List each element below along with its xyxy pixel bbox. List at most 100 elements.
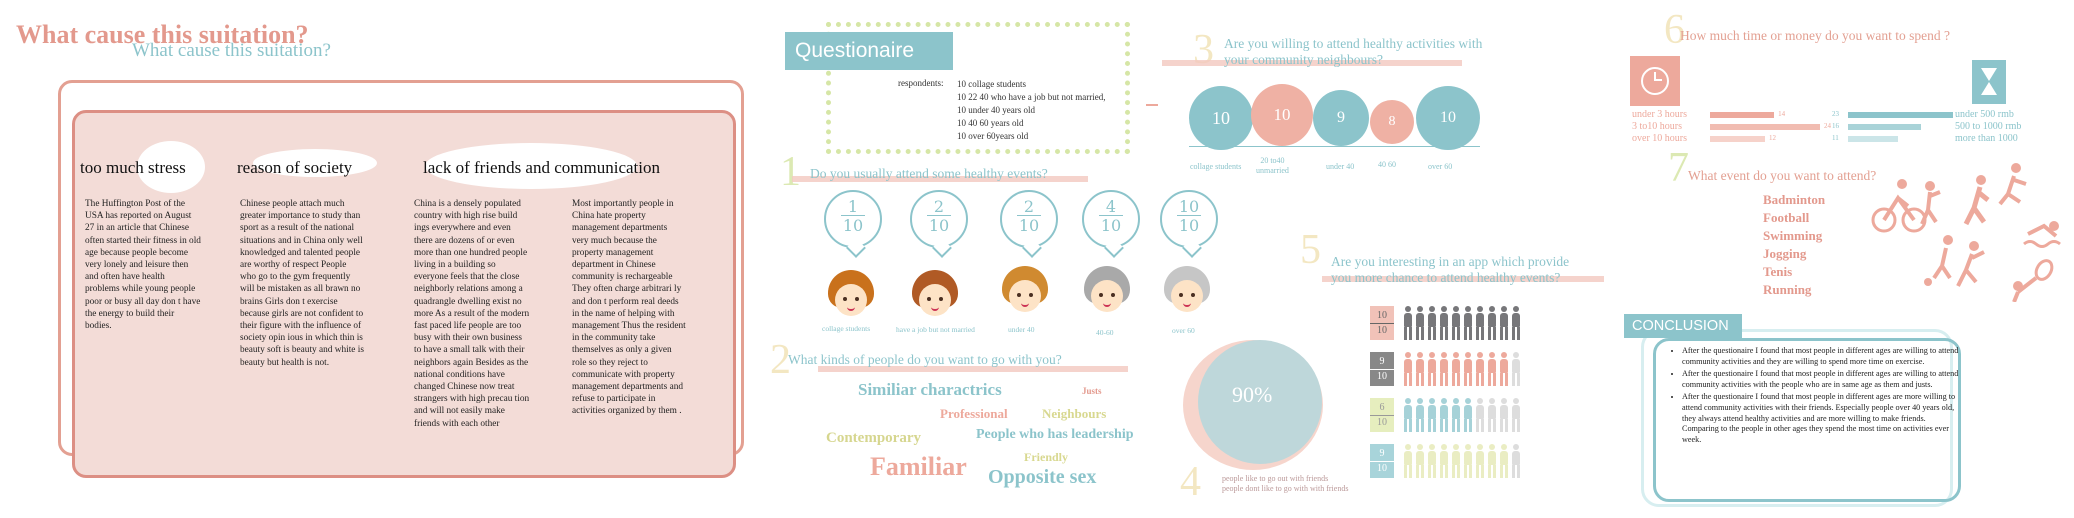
worker-face-icon <box>912 270 958 322</box>
football-icon <box>1924 235 1953 286</box>
fraction-numerator: 10 <box>1177 197 1201 216</box>
fraction-denominator: 10 <box>1018 216 1040 235</box>
middle-aged-face-icon <box>1084 266 1130 318</box>
event-item: Swimming <box>1763 228 1823 243</box>
word-cloud-item: Justs <box>1082 386 1102 396</box>
person-icon <box>1428 306 1436 340</box>
word-cloud-item: Contemporary <box>826 430 921 446</box>
fraction-badge: 10 10 <box>1370 306 1394 340</box>
person-icon <box>1428 398 1436 432</box>
question-3-text: Are you willing to attend healthy activi… <box>1224 36 1482 68</box>
person-icon <box>1464 352 1472 386</box>
fraction-numerator: 2 <box>1017 199 1041 216</box>
person-icon <box>1512 398 1520 432</box>
person-icon <box>1440 306 1448 340</box>
person-icon <box>1488 352 1496 386</box>
highlight-bar <box>1162 60 1462 66</box>
person-icon <box>1488 306 1496 340</box>
fraction-denominator: 10 <box>1377 417 1387 428</box>
person-icon <box>1416 306 1424 340</box>
person-icon <box>1428 352 1436 386</box>
person-icon <box>1476 398 1484 432</box>
event-item: Running <box>1763 282 1812 297</box>
time-bar <box>1710 124 1820 130</box>
event-item: Tenis <box>1763 264 1793 279</box>
list-item: 10 collage students <box>957 79 1026 89</box>
event-item: Badminton <box>1763 192 1826 207</box>
person-icon <box>1404 306 1412 340</box>
person-icon <box>1476 306 1484 340</box>
question-2-text: What kinds of people do you want to go w… <box>788 352 1062 367</box>
money-label: more than 1000 <box>1955 133 2018 144</box>
fraction-bubble: 2 10 <box>1000 190 1058 248</box>
conclusion-title: CONCLUSION <box>1624 314 1742 338</box>
word-cloud-item: Similiar charactrics <box>858 380 1002 399</box>
word-cloud-item: Professional <box>940 406 1008 421</box>
swimming-icon <box>2023 221 2061 248</box>
money-value: 11 <box>1832 134 1839 142</box>
conclusion-outer-frame <box>1641 329 1953 507</box>
fraction-numerator: 4 <box>1099 199 1123 216</box>
person-icon <box>1512 306 1520 340</box>
respondents-list: 10 collage students 10 22 40 who have a … <box>957 78 1105 143</box>
circle-label: under 40 <box>1326 162 1355 171</box>
time-value: 24 <box>1824 122 1831 130</box>
question-5-text: Are you interesting in an app which prov… <box>1331 254 1569 286</box>
fraction-denominator: 10 <box>1377 371 1387 382</box>
person-icon <box>1452 398 1460 432</box>
person-icon <box>1428 444 1436 478</box>
person-icon <box>1488 398 1496 432</box>
face-label: collage students <box>822 324 871 333</box>
circle-label: collage students <box>1190 162 1242 171</box>
list-item: 10 40 60 years old <box>957 118 1024 128</box>
word-cloud-item: Opposite sex <box>988 466 1097 488</box>
time-label: over 10 hours <box>1632 133 1687 144</box>
student-face-icon <box>828 270 874 322</box>
question-number: 5 <box>1300 227 1321 273</box>
heading-too-much-stress: too much stress <box>80 158 186 177</box>
person-icon <box>1452 352 1460 386</box>
person-icon <box>1464 444 1472 478</box>
person-icon <box>1404 352 1412 386</box>
question-3-line-1: Are you willing to attend healthy activi… <box>1224 36 1483 51</box>
panel-title: What cause this suitation? <box>16 20 309 49</box>
badminton-icon <box>1956 241 1985 287</box>
fraction-numerator: 9 <box>1370 355 1394 370</box>
fraction-badge: 9 10 <box>1370 352 1394 386</box>
person-icon <box>1440 444 1448 478</box>
question-6-text: How much time or money do you want to sp… <box>1680 28 1950 43</box>
fraction-bubble: 2 10 <box>910 190 968 248</box>
money-value: 23 <box>1832 110 1839 118</box>
time-label: 3 to10 hours <box>1632 121 1682 132</box>
decorative-blob <box>253 149 377 177</box>
young-face-icon <box>1002 266 1048 318</box>
heading-reason-of-society: reason of society <box>237 158 353 177</box>
question-5-line-1: Are you interesting in an app which prov… <box>1331 254 1570 269</box>
money-bar <box>1848 136 1899 142</box>
value-circle: 10 <box>1416 86 1480 150</box>
fraction-denominator: 10 <box>1100 216 1122 235</box>
value-circle: 10 <box>1251 84 1313 146</box>
person-icon <box>1416 398 1424 432</box>
person-icon <box>1452 444 1460 478</box>
value-circle: 8 <box>1370 100 1414 144</box>
fraction-badge: 6 10 <box>1370 398 1394 432</box>
clock-icon <box>1630 56 1680 106</box>
fraction-numerator: 9 <box>1370 447 1394 462</box>
time-value: 12 <box>1769 134 1776 142</box>
list-item: 10 22 40 who have a job but not married, <box>957 92 1106 102</box>
question-1-text: Do you usually attend some healthy event… <box>810 166 1048 181</box>
person-icon <box>1452 306 1460 340</box>
fraction-numerator: 6 <box>1370 401 1394 416</box>
person-icon <box>1440 398 1448 432</box>
list-item: After the questionaire I found that most… <box>1682 392 1962 445</box>
circle-label: 20 to40 unmarried <box>1256 156 1289 175</box>
legend-item: people dont like to go with with friends <box>1222 484 1349 493</box>
pie-legend: people like to go out with friends peopl… <box>1222 474 1348 494</box>
event-item: Football <box>1763 210 1810 225</box>
person-icon <box>1416 352 1424 386</box>
person-icon <box>1476 352 1484 386</box>
elderly-face-icon <box>1164 266 1210 318</box>
fraction-numerator: 10 <box>1370 309 1394 324</box>
fraction-bubble: 1 10 <box>824 190 882 248</box>
